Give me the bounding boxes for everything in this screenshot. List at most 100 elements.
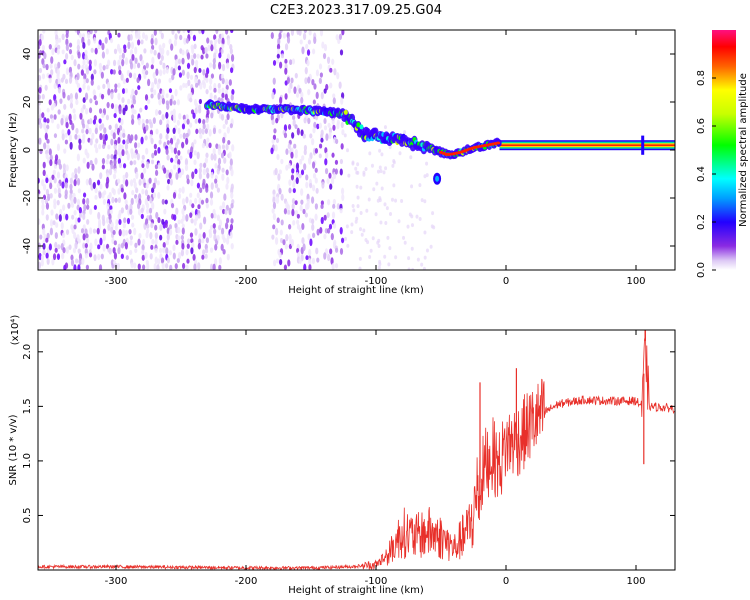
noise-pixel (120, 253, 124, 260)
top-x-tick-label: 0 (503, 276, 509, 287)
noise-pixel (168, 224, 173, 230)
noise-pixel (47, 193, 51, 201)
noise-pixel (293, 143, 297, 149)
noise-pixel (291, 168, 295, 174)
noise-pixel (124, 104, 128, 112)
noise-pixel (380, 186, 384, 191)
noise-pixel (313, 121, 317, 129)
noise-pixel (198, 30, 202, 34)
noise-pixel (112, 69, 116, 75)
noise-pixel (46, 232, 50, 239)
colorbar: 0.0 0.2 0.4 0.6 0.8 Normalized spectral ampl… (696, 30, 749, 278)
noise-pixel (108, 168, 113, 176)
noise-pixel (118, 162, 123, 169)
noise-pixel (383, 125, 387, 130)
noise-pixel (271, 138, 275, 144)
noise-pixel (90, 47, 94, 53)
noise-pixel (336, 72, 340, 80)
noise-pixel (49, 159, 53, 167)
noise-pixel (193, 263, 197, 270)
noise-pixel (39, 234, 43, 240)
noise-pixel (209, 198, 214, 206)
noise-pixel (101, 157, 106, 165)
noise-pixel (150, 137, 154, 145)
noise-pixel (142, 264, 146, 270)
noise-pixel (157, 217, 161, 224)
noise-pixel (129, 249, 133, 255)
noise-pixel (340, 143, 344, 150)
noise-pixel (74, 217, 78, 226)
noise-pixel (91, 163, 95, 171)
noise-pixel (76, 153, 80, 162)
noise-pixel (199, 222, 203, 230)
noise-pixel (225, 183, 229, 190)
noise-pixel (394, 255, 398, 260)
noise-pixel (416, 257, 420, 262)
noise-pixel (42, 249, 46, 255)
noise-pixel (85, 264, 89, 270)
noise-pixel (77, 188, 81, 194)
noise-pixel (323, 88, 327, 94)
noise-pixel (76, 177, 81, 186)
chart-title: C2E3.2023.317.09.25.G04 (270, 3, 442, 18)
noise-pixel (123, 217, 127, 224)
noise-pixel (300, 188, 304, 196)
noise-pixel (177, 219, 181, 225)
noise-pixel (323, 214, 327, 221)
noise-pixel (141, 249, 145, 255)
noise-pixel (77, 217, 81, 223)
noise-pixel (150, 64, 154, 70)
noise-pixel (280, 193, 284, 201)
bottom-y-axis-label: SNR (10 * v/v) (8, 414, 19, 485)
noise-pixel (168, 38, 172, 45)
noise-pixel (278, 32, 282, 40)
noise-pixel (168, 172, 172, 179)
noise-pixel (101, 42, 105, 51)
noise-pixel (161, 262, 165, 270)
noise-pixel (191, 58, 195, 66)
noise-pixel (61, 181, 65, 189)
noise-pixel (275, 196, 280, 204)
noise-pixel (198, 67, 202, 74)
noise-pixel (41, 44, 46, 51)
bottom-x-tick-label: -100 (365, 576, 388, 587)
noise-pixel (129, 61, 134, 70)
noise-pixel (108, 124, 112, 130)
noise-pixel (76, 38, 81, 47)
noise-pixel (271, 119, 275, 126)
noise-pixel (81, 138, 86, 144)
noise-pixel (180, 218, 184, 224)
noise-pixel (209, 92, 213, 100)
noise-pixel (117, 213, 121, 221)
noise-pixel (144, 70, 149, 76)
noise-pixel (56, 199, 60, 206)
noise-pixel (198, 167, 202, 174)
noise-pixel (192, 34, 197, 42)
noise-pixel (284, 43, 289, 51)
noise-pixel (64, 78, 69, 84)
noise-pixel (144, 189, 149, 197)
noise-pixel (64, 52, 69, 60)
noise-pixel (148, 177, 152, 184)
noise-pixel (117, 59, 121, 67)
noise-pixel (229, 158, 233, 167)
noise-pixel (225, 78, 229, 87)
noise-pixel (134, 142, 138, 149)
noise-pixel (105, 114, 110, 121)
noise-pixel (162, 68, 166, 75)
noise-pixel (99, 237, 103, 246)
noise-pixel (201, 30, 205, 35)
noise-pixel (172, 68, 176, 76)
noise-pixel (324, 158, 328, 166)
noise-pixel (95, 138, 99, 144)
noise-pixel (407, 267, 411, 270)
noise-pixel (284, 67, 288, 75)
noise-pixel (212, 127, 217, 135)
noise-pixel (133, 181, 137, 189)
noise-pixel (218, 219, 223, 227)
noise-pixel (93, 95, 97, 101)
noise-pixel (198, 108, 202, 114)
noise-pixel (166, 184, 170, 191)
noise-pixel (302, 133, 306, 139)
noise-pixel (169, 98, 173, 106)
